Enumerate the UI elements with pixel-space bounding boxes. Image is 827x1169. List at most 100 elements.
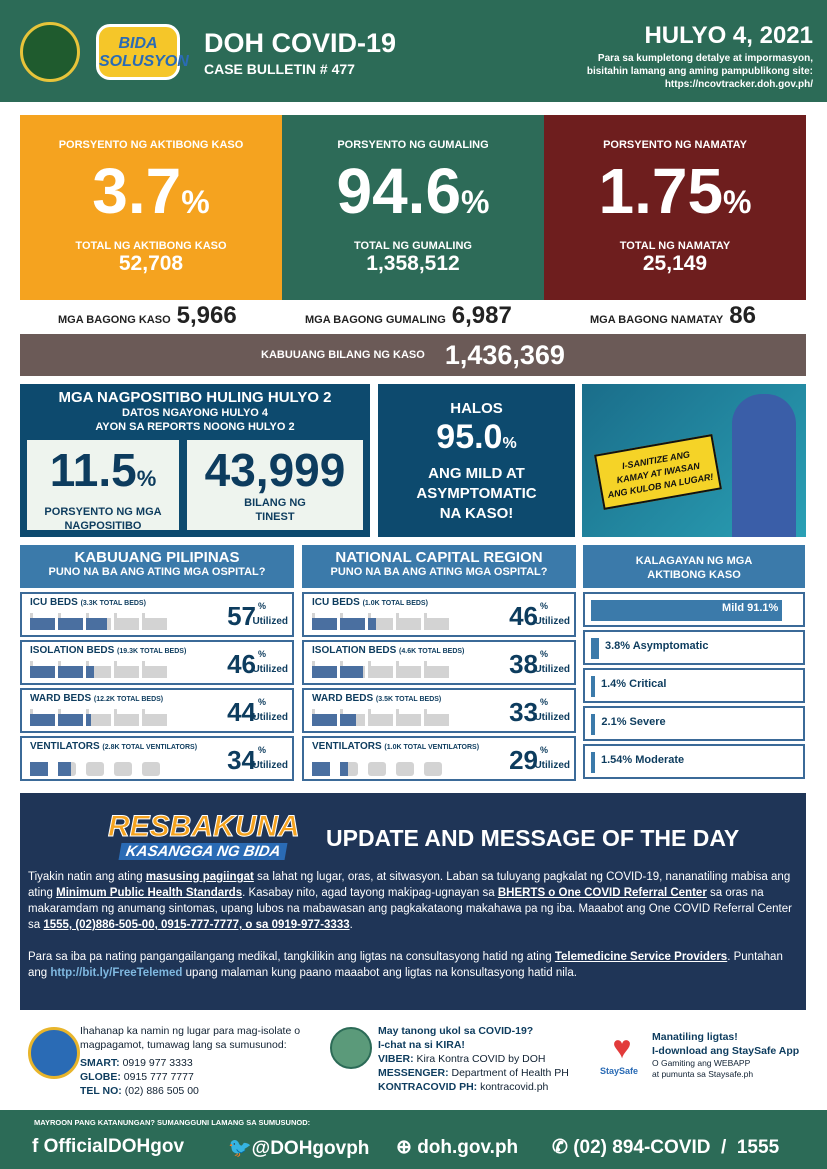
message-text: Tiyakin natin ang ating: [28, 871, 146, 883]
hotline[interactable]: ✆ (02) 894-COVID / 1555: [552, 1136, 779, 1159]
region-subtitle: PUNO NA BA ANG ATING MGA OSPITAL?: [330, 566, 548, 578]
new-label: MGA BAGONG KASO: [58, 314, 171, 326]
stat-label: PORSYENTO NG GUMALING: [337, 139, 489, 151]
messenger-contact: Department of Health PH: [448, 1067, 569, 1079]
total-label: KABUUANG BILANG NG KASO: [261, 349, 425, 361]
footer-label: MAYROON PANG KATANUNGAN? SUMANGGUNI LAMA…: [34, 1118, 311, 1127]
bed-icon: [114, 709, 139, 726]
status-title: AKTIBONG KASO: [647, 569, 741, 581]
website-link[interactable]: ⊕ doh.gov.ph: [396, 1136, 518, 1159]
header-info: Para sa kumpletong detalye at impormasyo…: [587, 52, 813, 91]
new-label: MGA BAGONG GUMALING: [305, 314, 446, 326]
utilized-label: Utilized: [252, 616, 288, 627]
halos-label: HALOS: [450, 400, 503, 417]
stat-total-label: TOTAL NG AKTIBONG KASO: [75, 240, 227, 252]
message-text: sa lahat ng lugar, oras, at sitwasyon. L…: [28, 871, 791, 899]
staysafe-heart-icon: ♥: [612, 1029, 632, 1065]
utilization-row: VENTILATORS (2.8K TOTAL VENTILATORS) 34 …: [20, 736, 294, 781]
bed-icon: [86, 709, 111, 726]
positivity-subtitle: AYON SA REPORTS NOONG HULYO 2: [95, 421, 295, 433]
ventilator-icon: [424, 762, 442, 776]
pct-sign: %: [257, 601, 266, 611]
phone-icon: ✆: [552, 1137, 574, 1158]
utilization-icons: [30, 709, 167, 726]
viber-contact: Kira Kontra COVID by DOH: [413, 1053, 546, 1065]
utilization-pct: 33: [509, 697, 538, 727]
bed-icon: [114, 661, 139, 678]
case-status-header: KALAGAYAN NG MGA AKTIBONG KASO: [583, 545, 805, 588]
bed-icon: [142, 709, 167, 726]
ventilator-icon: [58, 762, 76, 776]
region-title: NATIONAL CAPITAL REGION: [335, 549, 543, 566]
contact-label: MESSENGER:: [378, 1067, 449, 1079]
bulletin-number: CASE BULLETIN # 477: [204, 61, 355, 77]
ventilator-icon: [30, 762, 48, 776]
resource-name: VENTILATORS: [312, 741, 382, 752]
stat-total-label: TOTAL NG NAMATAY: [619, 240, 731, 252]
emphasis: Telemedicine Service Providers: [554, 951, 728, 963]
region-subtitle: PUNO NA BA ANG ATING MGA OSPITAL?: [48, 566, 266, 578]
utilized-label: Utilized: [534, 664, 570, 675]
stat-percentage: 94.6: [336, 155, 462, 227]
bed-icon: [424, 613, 449, 630]
bed-icon: [340, 661, 365, 678]
utilized-label: Utilized: [534, 712, 570, 723]
bed-icon: [58, 661, 83, 678]
bed-icon: [340, 709, 365, 726]
resource-capacity: (4.6K TOTAL BEDS): [399, 648, 465, 655]
case-status-row: 1.4% Critical: [583, 668, 805, 703]
message-body: Tiyakin natin ang ating masusing pagiing…: [28, 869, 798, 981]
pct-sign: %: [539, 697, 548, 707]
resource-capacity: (12.2K TOTAL BEDS): [93, 696, 164, 703]
stat-box: PORSYENTO NG NAMATAY 1.75% TOTAL NG NAMA…: [544, 115, 806, 300]
resource-capacity: (1.0K TOTAL VENTILATORS): [384, 744, 480, 751]
globe-number: 0915 777 7777: [120, 1071, 194, 1083]
stat-box: PORSYENTO NG AKTIBONG KASO 3.7% TOTAL NG…: [20, 115, 282, 300]
resource-capacity: (19.3K TOTAL BEDS): [117, 648, 187, 655]
bed-icon: [424, 661, 449, 678]
facebook-link[interactable]: f OfficialDOHgov: [32, 1136, 184, 1158]
pct-sign: %: [257, 697, 266, 707]
contact-label: KONTRACOVID PH:: [378, 1081, 478, 1093]
contact-label: GLOBE:: [80, 1071, 121, 1083]
bed-icon: [86, 661, 111, 678]
logo-text: KASANGGA NG BIDA: [118, 843, 288, 860]
resource-capacity: (1.0K TOTAL BEDS): [362, 600, 428, 607]
utilization-row: WARD BEDS (12.2K TOTAL BEDS) 44 % Utiliz…: [20, 688, 294, 733]
utilization-pct: 34: [227, 745, 256, 775]
bed-icon: [30, 613, 55, 630]
pct-sign: %: [723, 184, 752, 220]
new-value: 6,987: [451, 302, 512, 329]
telemed-link[interactable]: http://bit.ly/FreeTelemed: [50, 967, 183, 979]
status-label: 1.4% Critical: [601, 678, 667, 690]
status-label: 1.54% Moderate: [601, 754, 685, 766]
utilization-pct: 46: [227, 649, 256, 679]
staysafe-link[interactable]: at pumunta sa Staysafe.ph: [652, 1069, 754, 1079]
rate-label: PORSYENTO NG MGA: [44, 506, 162, 518]
tracker-link[interactable]: https://ncovtracker.doh.gov.ph/: [664, 79, 813, 90]
kira-avatar: [330, 1027, 372, 1069]
halos-text: ANG MILD AT: [428, 465, 525, 482]
utilization-pct: 46: [509, 601, 538, 631]
ventilator-icon: [312, 762, 330, 776]
pct-sign: %: [539, 649, 548, 659]
twitter-icon: 🐦: [228, 1138, 252, 1159]
tel-number: (02) 886 505 00: [121, 1085, 199, 1097]
utilized-label: Utilized: [534, 760, 570, 771]
pct-sign: %: [257, 745, 266, 755]
website-url: doh.gov.ph: [417, 1137, 519, 1158]
bed-icon: [58, 709, 83, 726]
utilized-label: Utilized: [534, 616, 570, 627]
stat-total-label: TOTAL NG GUMALING: [354, 240, 472, 252]
stat-box: PORSYENTO NG GUMALING 94.6% TOTAL NG GUM…: [282, 115, 544, 300]
utilized-label: Utilized: [252, 712, 288, 723]
utilization-row: ISOLATION BEDS (4.6K TOTAL BEDS) 38 % Ut…: [302, 640, 576, 685]
message-text: Para sa iba pa nating pangangailangang m…: [28, 951, 555, 963]
isolation-text: Ihahanap ka namin ng lugar para mag-isol…: [80, 1025, 301, 1051]
message-text: upang malaman kung paano maaabot ang lig…: [182, 967, 577, 979]
twitter-link[interactable]: 🐦@DOHgovph: [228, 1136, 369, 1160]
total-value: 1,436,369: [444, 340, 565, 371]
kira-chatbot-info: May tanong ukol sa COVID-19? I-chat na s…: [378, 1024, 598, 1094]
resource-name: ICU BEDS: [30, 597, 78, 608]
kontracovid-link[interactable]: kontracovid.ph: [477, 1081, 549, 1093]
